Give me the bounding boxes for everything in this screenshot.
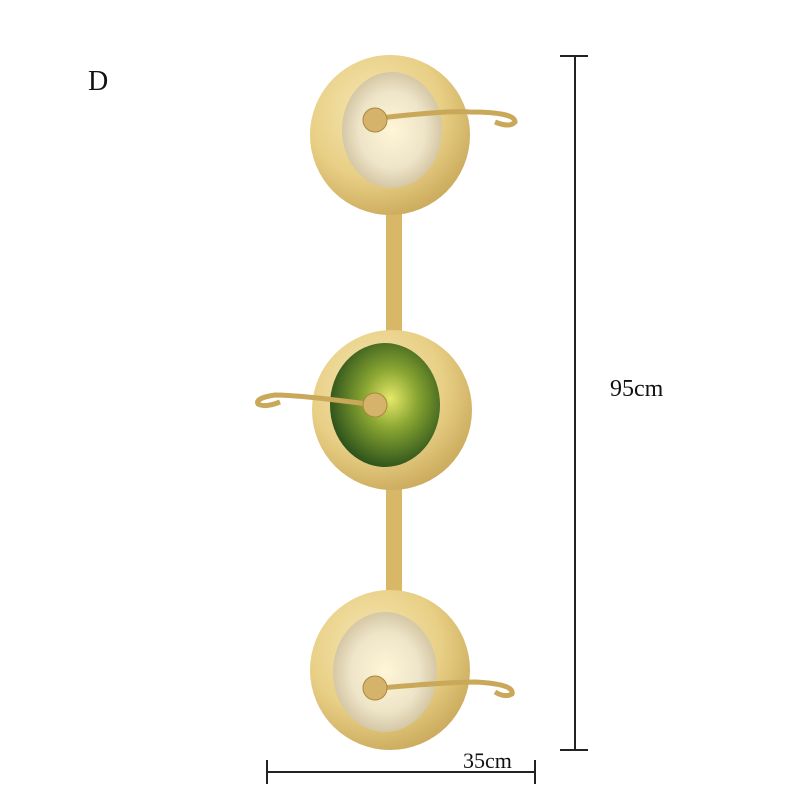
variant-label: D: [88, 66, 108, 97]
lamp: [255, 55, 518, 750]
knob: [362, 107, 388, 133]
width-dimension: [266, 760, 536, 784]
shade: [342, 72, 442, 188]
arm: [379, 109, 518, 128]
arm: [379, 679, 515, 699]
knob: [362, 675, 388, 701]
height-dimension: [560, 55, 588, 751]
arm: [255, 392, 376, 409]
height-label: 95cm: [610, 376, 664, 402]
width-label: 35cm: [463, 748, 512, 773]
shade: [333, 612, 437, 732]
knob: [362, 392, 388, 418]
